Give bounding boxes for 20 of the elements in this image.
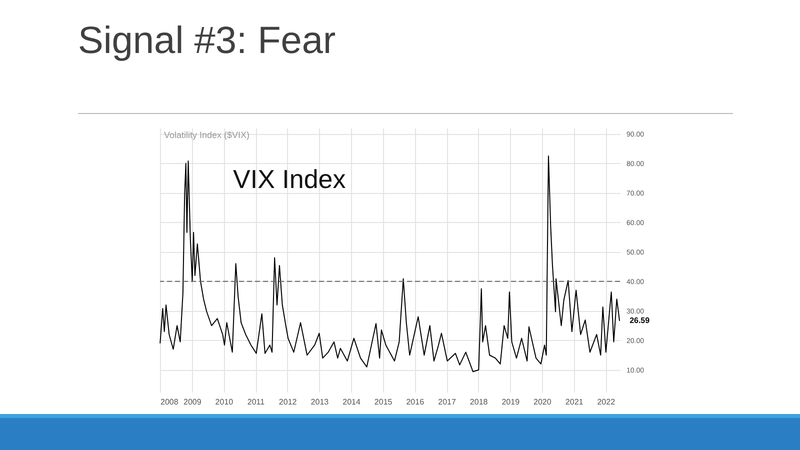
- x-tick-label: 2021: [565, 398, 584, 406]
- line-series: [160, 156, 620, 372]
- x-tick-label: 2008: [160, 398, 179, 406]
- x-tick-label: 2011: [247, 398, 266, 406]
- x-tick-label: 2019: [502, 398, 520, 406]
- x-tick-label: 2009: [183, 398, 202, 406]
- annotation: VIX Index: [233, 164, 346, 195]
- x-tick-label: 2012: [278, 398, 298, 406]
- x-tick-label: 2014: [342, 398, 361, 406]
- x-tick-label: 2020: [534, 398, 552, 406]
- chart-title: Signal #3: Fear: [78, 20, 336, 63]
- x-tick-label: 2010: [215, 398, 234, 406]
- x-tick-label: 2015: [374, 398, 393, 406]
- x-tick-label: 2017: [438, 398, 456, 406]
- x-tick-label: 2018: [470, 398, 488, 406]
- x-tick-label: 2016: [406, 398, 425, 406]
- data-label: 26.59: [630, 316, 650, 325]
- chart-subtitle: Volatility Index ($VIX): [164, 130, 250, 140]
- x-tick-label: 2022: [597, 398, 616, 406]
- x-tick-label: 2013: [310, 398, 330, 406]
